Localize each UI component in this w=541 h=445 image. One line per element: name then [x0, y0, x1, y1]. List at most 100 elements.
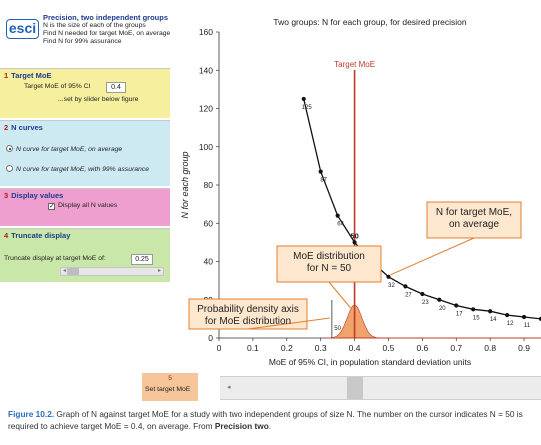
target-moe-label: Target MoE: [334, 60, 375, 69]
panel-1-header: 1 Target MoE: [0, 69, 170, 80]
panel-5-number: 5: [168, 375, 172, 382]
caption-source: Precision two: [214, 421, 269, 431]
header-line-2: Find N needed for target MoE, on average: [43, 30, 171, 37]
y-tick-label: 160: [199, 27, 213, 37]
figure-caption: Figure 10.2. Graph of N against target M…: [8, 408, 534, 432]
x-axis-label: MoE of 95% CI, in population standard de…: [269, 357, 471, 367]
caption-end: .: [268, 421, 272, 431]
caption-label: Figure 10.2.: [8, 409, 55, 419]
y-axis-label: N for each group: [180, 151, 190, 218]
y-tick-label: 140: [199, 65, 213, 75]
data-label: 87: [320, 178, 327, 184]
y-tick-label: 120: [199, 104, 213, 114]
curve-point: [454, 303, 459, 308]
data-label: 12: [507, 321, 514, 327]
data-label: 50: [350, 231, 358, 240]
data-label: 20: [439, 306, 446, 312]
n-average-annotation-pointer: [390, 237, 475, 276]
moe-distribution-annotation-pointer: [328, 281, 351, 309]
data-label: 11: [524, 323, 531, 329]
x-tick-label: 0.1: [247, 343, 259, 353]
n-average-annotation-text: N for target MoE,: [436, 207, 512, 218]
n-average-annotation-text: on average: [449, 219, 499, 230]
x-tick-label: 0.9: [518, 343, 530, 353]
panel-4-header: 4 Truncate display: [0, 229, 170, 240]
radio-n-average[interactable]: N curve for target MoE, on average: [6, 145, 122, 153]
display-values-label: Display all N values: [58, 202, 118, 209]
x-tick-label: 0.3: [315, 343, 327, 353]
panel-4-title: Truncate display: [11, 231, 71, 240]
caption-text: Graph of N against target MoE for a stud…: [8, 409, 523, 431]
data-label: 17: [456, 311, 463, 317]
panel-3-title: Display values: [11, 191, 64, 200]
density-axis-annotation-text: for MoE distribution: [205, 316, 291, 327]
distribution-value-label: 50: [334, 326, 341, 332]
truncate-slider-thumb[interactable]: [67, 268, 79, 275]
target-moe-slider[interactable]: ◂: [220, 376, 541, 400]
panel-1-number: 1: [4, 71, 9, 80]
radio-unselected-icon: [6, 165, 13, 172]
radio-n-assurance-label: N curve for target MoE, with 99% assuran…: [16, 166, 149, 173]
curve-point: [386, 274, 391, 279]
panel-display-values: 3 Display values ✓ Display all N values: [0, 188, 170, 226]
x-tick-label: 0.8: [484, 343, 496, 353]
curve-point: [301, 96, 306, 102]
panel-3-header: 3 Display values: [0, 189, 170, 200]
data-label: 15: [473, 315, 480, 321]
truncate-slider[interactable]: ◂ ▸: [60, 267, 164, 276]
data-label: 14: [490, 317, 497, 323]
x-tick-label: 0.6: [416, 343, 428, 353]
moe-distribution-annotation-text: for N = 50: [307, 263, 352, 274]
curve-point: [420, 291, 425, 297]
panel-set-target-moe: 5 Set target MoE: [142, 373, 198, 401]
checkmark-icon: ✓: [48, 203, 55, 210]
curve-point: [505, 312, 510, 318]
slider-left-arrow-icon[interactable]: ◂: [63, 268, 67, 274]
panel-target-moe: 1 Target MoE Target MoE of 95% CI 0.4 ...…: [0, 68, 170, 118]
x-tick-label: 0.4: [349, 343, 361, 353]
x-tick-label: 0.2: [281, 343, 293, 353]
truncate-label: Truncate display at target MoE of:: [4, 255, 106, 262]
data-label: 23: [422, 300, 429, 306]
curve-point: [352, 240, 357, 245]
curve-point: [437, 297, 442, 302]
density-axis-annotation-pointer: [247, 317, 330, 330]
curve-point: [488, 309, 493, 314]
panel-1-title: Target MoE: [11, 71, 52, 80]
app-title: Precision, two independent groups: [43, 13, 169, 22]
display-values-checkbox[interactable]: ✓ Display all N values: [48, 202, 117, 210]
esci-logo: esci: [6, 19, 39, 39]
density-axis-annotation-text: Probability density axis: [197, 304, 299, 315]
target-moe-slider-thumb[interactable]: [346, 377, 363, 399]
data-label: 64: [337, 222, 344, 228]
y-tick-label: 40: [204, 257, 214, 267]
n-average-annotation-box: [426, 201, 522, 239]
curve-point: [521, 314, 527, 320]
panel-3-number: 3: [4, 191, 9, 200]
target-moe-note: ...set by slider below figure: [58, 96, 139, 103]
curve-point: [335, 213, 340, 218]
panel-4-number: 4: [4, 231, 9, 240]
x-tick-label: 0.5: [383, 343, 395, 353]
data-label: 27: [405, 292, 412, 298]
set-target-moe-label: Set target MoE: [145, 386, 191, 393]
slider-right-arrow-icon[interactable]: ▸: [157, 268, 161, 274]
y-tick-label: 100: [199, 142, 213, 152]
radio-n-assurance[interactable]: N curve for target MoE, with 99% assuran…: [6, 165, 149, 173]
target-slider-left-arrow-icon[interactable]: ◂: [227, 384, 231, 391]
curve-point-tail: [538, 316, 541, 321]
moe-distribution-annotation-text: MoE distribution: [293, 251, 365, 262]
n-vs-moe-chart: Two groups: N for each group, for desire…: [170, 10, 541, 372]
x-tick-label: 0.7: [450, 343, 462, 353]
truncate-value[interactable]: 0.25: [131, 254, 153, 265]
panel-truncate: 4 Truncate display Truncate display at ta…: [0, 228, 170, 282]
radio-n-average-label: N curve for target MoE, on average: [16, 146, 123, 153]
moe-distribution-annotation-box: [276, 245, 382, 283]
radio-selected-icon: [6, 145, 13, 152]
y-tick-label: 60: [204, 218, 214, 228]
target-moe-value[interactable]: 0.4: [106, 82, 126, 93]
density-axis-annotation-box: [188, 298, 308, 330]
y-tick-label: 80: [204, 180, 214, 190]
